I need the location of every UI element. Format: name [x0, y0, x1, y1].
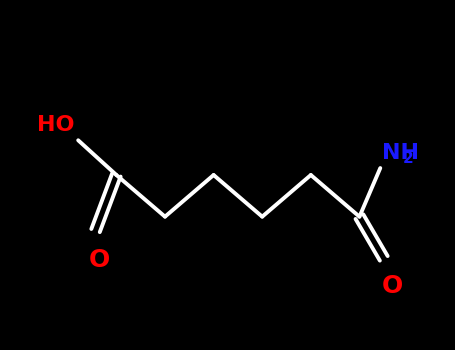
Text: 2: 2	[403, 151, 414, 166]
Text: O: O	[88, 248, 110, 272]
Text: HO: HO	[37, 115, 75, 135]
Text: NH: NH	[382, 143, 419, 163]
Text: O: O	[382, 274, 403, 298]
